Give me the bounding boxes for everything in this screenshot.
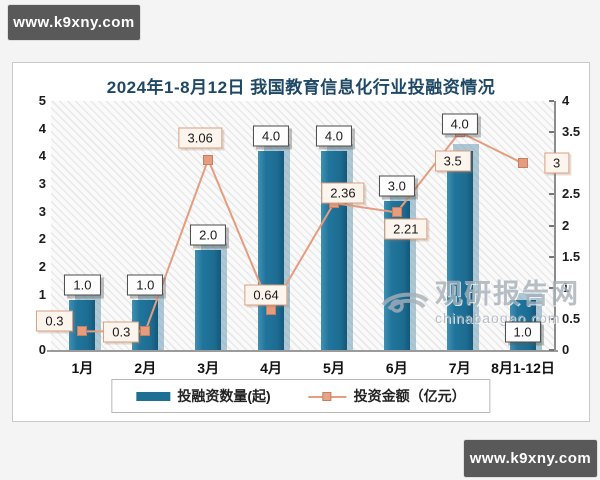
bar-value-label: 2.0 <box>190 224 227 246</box>
line-value-label: 0.3 <box>36 310 73 332</box>
right-axis-tick-label: 1 <box>562 279 570 295</box>
bar <box>258 150 285 350</box>
line-value-label: 3 <box>543 152 570 174</box>
right-axis-tick-label: 1.5 <box>562 248 581 264</box>
right-axis-tickmark <box>549 224 554 227</box>
x-axis-label: 3月 <box>197 360 220 376</box>
line-value-label: 2.21 <box>384 218 428 240</box>
bar-value-label: 4.0 <box>253 125 290 147</box>
line-value-label: 3.5 <box>434 150 471 172</box>
line-series-swatch <box>308 391 347 401</box>
line-point-marker <box>77 326 88 337</box>
legend-item-bars: 投融资数量(起) <box>136 386 271 406</box>
legend: 投融资数量(起) 投资金额（亿元） <box>111 379 491 413</box>
right-axis-tickmark <box>549 255 554 258</box>
site-watermark-badge-bottom: www.k9xny.com <box>464 440 597 477</box>
bar <box>446 150 473 350</box>
x-axis-label: 2月 <box>134 360 157 376</box>
left-axis-tick-label: 4 <box>38 148 46 164</box>
left-axis-tick-label: 3 <box>38 176 46 191</box>
line-value-label: 3.06 <box>178 127 222 148</box>
line-point-marker <box>391 207 402 218</box>
right-axis-tick-label: 4 <box>562 93 570 108</box>
bar-value-label: 3.0 <box>378 175 415 197</box>
line-point-marker <box>266 305 277 316</box>
right-axis-tickmark <box>549 286 554 289</box>
line-value-label: 0.64 <box>244 284 288 306</box>
right-axis-tickmark <box>549 193 554 196</box>
right-axis-tick-label: 2.5 <box>562 186 581 202</box>
legend-line-label: 投资金额（亿元） <box>353 388 466 404</box>
right-axis-tick-label: 3.5 <box>562 124 581 140</box>
line-value-label: 2.36 <box>321 182 365 204</box>
bar <box>69 300 96 350</box>
line-point-marker <box>517 158 528 169</box>
bar-value-label: 1.0 <box>64 274 101 296</box>
line-point-marker <box>140 326 151 337</box>
line-series <box>82 130 524 333</box>
x-axis-label: 6月 <box>385 360 408 376</box>
bar-series-swatch <box>136 391 171 401</box>
x-axis-label: 7月 <box>448 360 471 376</box>
site-watermark-badge-top: www.k9xny.com <box>8 5 140 40</box>
bar <box>195 250 222 350</box>
right-axis-tickmark <box>549 349 554 351</box>
right-axis-tickmark <box>549 131 554 134</box>
left-axis-tick-label: 5 <box>38 93 46 108</box>
legend-item-line: 投资金额（亿元） <box>308 386 466 406</box>
left-axis-tick-label: 4 <box>38 120 46 136</box>
chart-title: 2024年1-8月12日 我国教育信息化行业投融资情况 <box>106 78 496 97</box>
left-axis-tick-label: 1 <box>38 286 46 302</box>
line-value-label: 0.3 <box>103 321 140 343</box>
x-axis-label: 5月 <box>323 360 345 376</box>
right-axis-line <box>554 101 556 350</box>
right-axis-tick-label: 2 <box>562 217 570 233</box>
bar-value-label: 1.0 <box>127 274 164 296</box>
x-axis-label: 8月1-12日 <box>491 360 555 376</box>
bar-value-label: 4.0 <box>441 113 478 135</box>
left-axis-tick-label: 0 <box>38 342 46 357</box>
right-axis-tick-label: 0 <box>562 342 570 357</box>
left-axis-tick-label: 2 <box>38 259 46 274</box>
x-axis-label: 4月 <box>260 360 282 376</box>
right-axis-tick-label: 0.5 <box>562 310 581 326</box>
x-axis-line <box>47 350 558 352</box>
bar-value-label: 1.0 <box>504 321 541 343</box>
right-axis-tickmark <box>549 100 554 102</box>
bar-value-label: 4.0 <box>315 125 352 147</box>
left-axis-tick-label: 2 <box>38 231 46 247</box>
x-axis-label: 1月 <box>71 360 94 376</box>
right-axis-tickmark <box>549 317 554 320</box>
legend-bar-label: 投融资数量(起) <box>177 388 271 404</box>
line-point-marker <box>203 154 214 165</box>
chart-card: 2024年1-8月12日 我国教育信息化行业投融资情况 5 4 4 3 3 2 2 1 1 0 4 3… <box>12 62 590 422</box>
left-axis-tick-label: 3 <box>38 203 46 219</box>
